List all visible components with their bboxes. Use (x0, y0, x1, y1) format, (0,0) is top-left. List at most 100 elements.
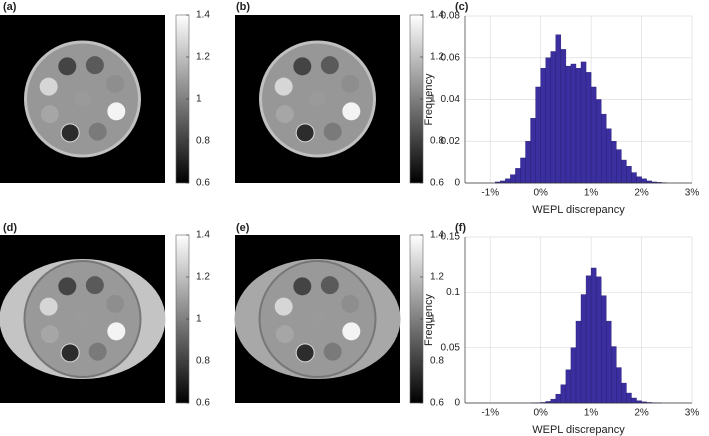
colorbar-tick-label: 1 (430, 314, 436, 325)
histogram-bar (560, 384, 567, 404)
histogram-bar (611, 141, 617, 184)
histogram-bar (585, 275, 592, 404)
colorbar-tick-label: 1.2 (196, 272, 210, 283)
histogram-bar (621, 382, 627, 404)
insert (293, 277, 312, 296)
histogram-bar (555, 34, 562, 184)
x-axis-label: WEPL discrepancy (532, 424, 625, 436)
histogram-bar (585, 72, 592, 184)
colorbar-tick-label: 1.4 (196, 230, 210, 241)
insert (309, 91, 326, 107)
histogram-bar (525, 141, 531, 184)
x-tick-label: 2% (634, 408, 649, 419)
histogram-bar (570, 63, 577, 184)
colorbar-tick-label: 1 (430, 94, 436, 105)
histogram-bar (545, 57, 551, 184)
colorbar-tick-label: 0.8 (430, 136, 444, 147)
colorbar-tick-label: 0.8 (196, 356, 210, 367)
histogram-bar (575, 67, 582, 184)
y-tick-label: 0.02 (441, 136, 461, 147)
insert (341, 74, 360, 93)
y-axis-label: Frequency (423, 294, 435, 346)
histogram-bar (555, 393, 562, 404)
histogram-bar (580, 294, 587, 404)
insert (295, 123, 315, 143)
insert (58, 277, 77, 296)
insert (40, 325, 59, 344)
histogram-bar (626, 392, 632, 404)
insert (342, 322, 361, 341)
insert (60, 343, 80, 363)
histogram-bar (601, 113, 607, 184)
x-tick-label: 1% (584, 408, 599, 419)
x-tick-label: 3% (685, 408, 700, 419)
histogram-bar (580, 61, 587, 184)
histogram-bar (565, 65, 572, 184)
histogram-bar (570, 347, 577, 404)
panel-label: (e) (236, 222, 250, 234)
insert (74, 91, 91, 107)
histogram-bar (606, 320, 612, 404)
x-tick-label: 1% (584, 188, 599, 199)
insert (275, 325, 294, 344)
insert (320, 56, 339, 75)
insert (295, 343, 315, 363)
histogram-bar (636, 176, 642, 184)
colorbar-tick-label: 0.6 (430, 178, 444, 189)
insert (274, 77, 293, 96)
histogram-bar (515, 168, 521, 184)
insert (274, 297, 293, 316)
histogram-bar (595, 276, 602, 404)
histogram-bar (550, 51, 556, 184)
histogram-bar (510, 174, 516, 184)
colorbar-tick-label: 0.8 (196, 136, 210, 147)
colorbar-tick-label: 0.6 (196, 178, 210, 189)
colorbar-tick-label: 1.2 (430, 52, 444, 63)
y-tick-label: 0.05 (441, 342, 461, 353)
x-tick-label: 0% (533, 188, 548, 199)
insert (88, 122, 107, 141)
colorbar-tick-label: 0.6 (196, 398, 210, 409)
insert (323, 342, 342, 361)
insert (309, 311, 326, 327)
histogram-bar (611, 346, 617, 404)
insert (106, 294, 125, 313)
phantom-image (0, 15, 165, 183)
histogram-bar (606, 128, 612, 184)
y-tick-label: 0.1 (446, 287, 460, 298)
colorbar-tick-label: 1.2 (196, 52, 210, 63)
histogram-bar (560, 49, 567, 184)
histogram-bar (575, 320, 582, 404)
y-tick-label: 0 (454, 398, 460, 409)
histogram-bar (590, 86, 597, 184)
insert (60, 123, 80, 143)
y-tick-label: 0.15 (441, 232, 461, 243)
histogram-bar (616, 149, 622, 184)
x-tick-label: -1% (481, 188, 499, 199)
histogram-bar (616, 367, 622, 404)
histogram-bar (505, 178, 511, 184)
colorbar-tick-label: 1.4 (196, 10, 210, 21)
histogram-bar (621, 159, 627, 184)
insert (58, 57, 77, 76)
histogram-bar (520, 157, 526, 184)
histogram-bar (601, 295, 607, 404)
insert (293, 57, 312, 76)
histogram-bar (641, 178, 647, 184)
colorbar-tick-label: 1 (196, 314, 202, 325)
insert (39, 77, 58, 96)
insert (39, 297, 58, 316)
panel-label: (f) (455, 222, 466, 234)
y-tick-label: 0.04 (441, 94, 461, 105)
y-tick-label: 0.06 (441, 52, 461, 63)
histogram-bar (565, 369, 572, 404)
panel-label: (b) (236, 1, 250, 13)
x-axis-label: WEPL discrepancy (532, 204, 625, 216)
x-tick-label: -1% (481, 408, 499, 419)
y-axis-label: Frequency (423, 73, 435, 125)
insert (341, 294, 360, 313)
phantom-image (235, 15, 400, 183)
histogram-bar (530, 118, 536, 184)
panel-label: (a) (3, 1, 17, 13)
